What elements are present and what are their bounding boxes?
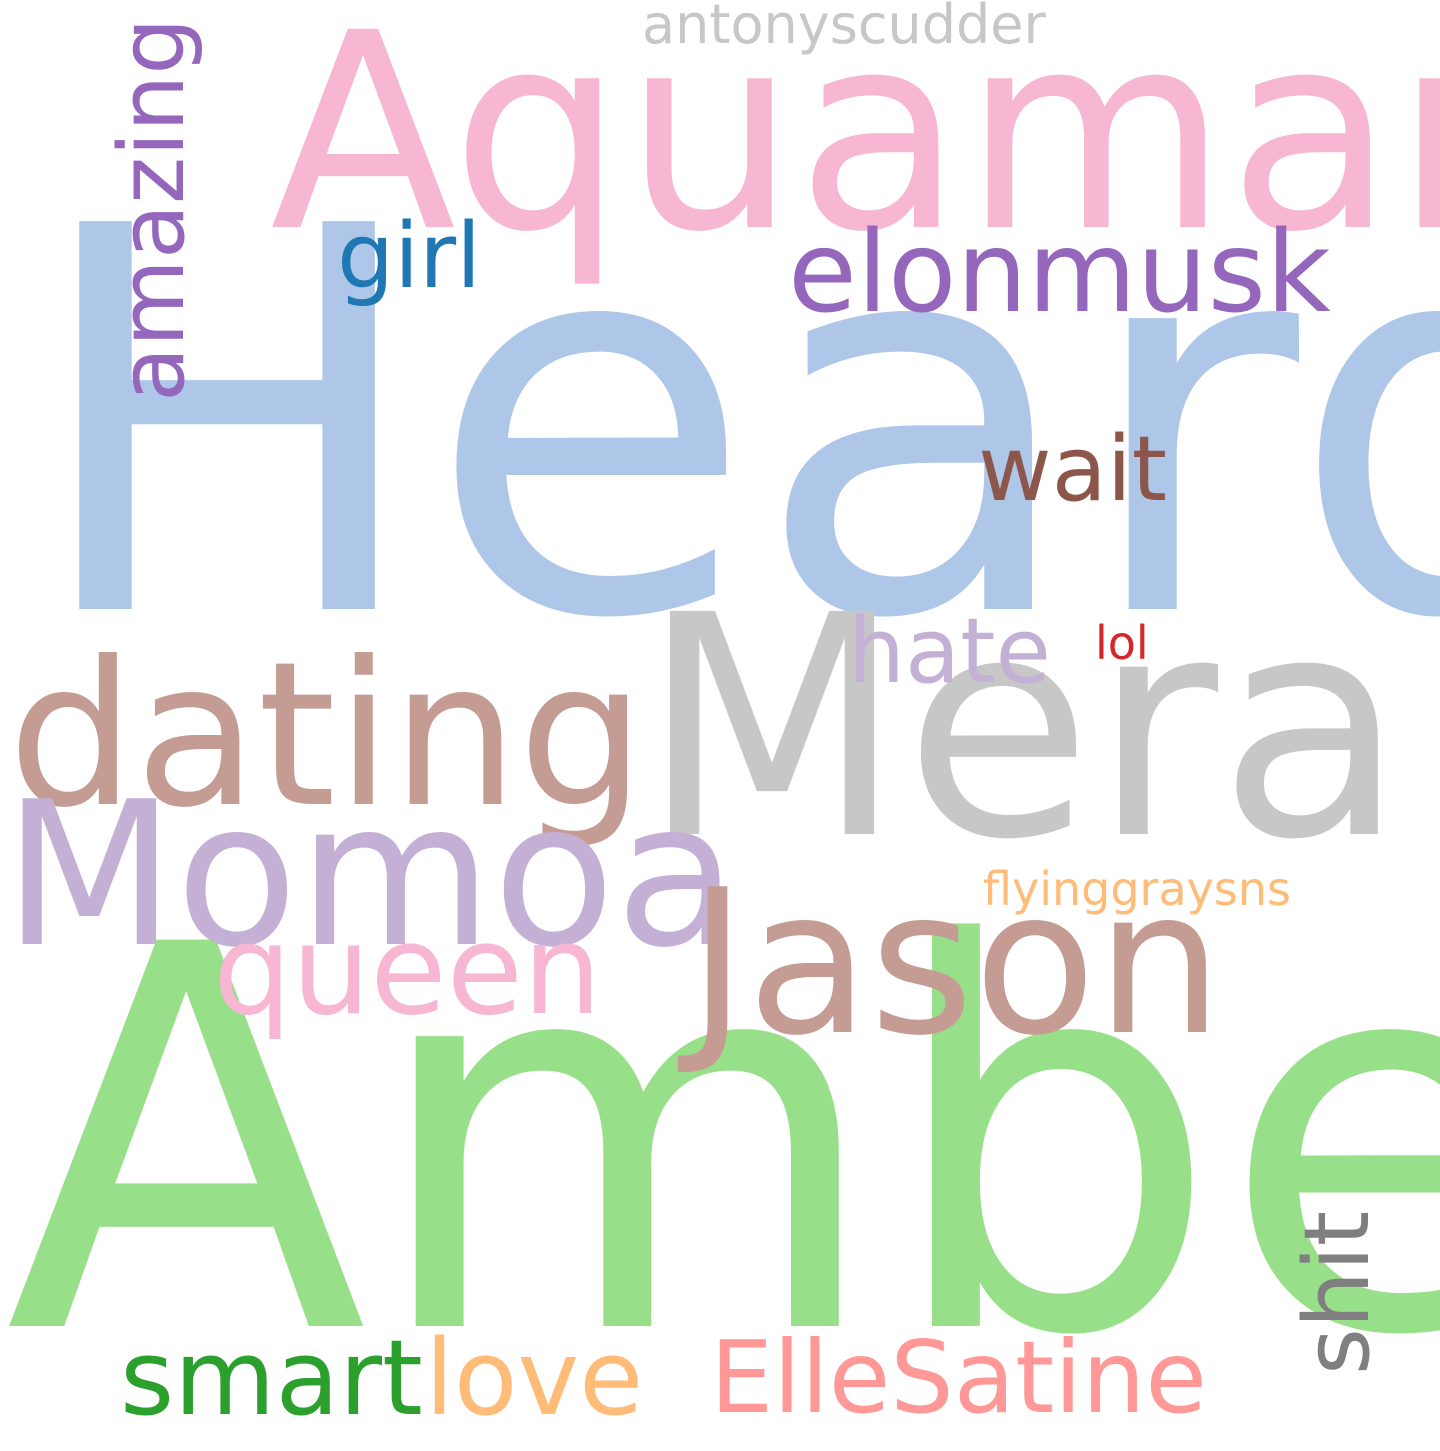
- word-flyinggraysns: flyinggraysns: [983, 862, 1291, 916]
- word-mera: Mera: [640, 551, 1406, 907]
- word-amber: Amber: [5, 834, 1440, 1451]
- word-dating: dating: [8, 619, 646, 852]
- word-queen: queen: [213, 899, 602, 1043]
- word-heard: Heard: [27, 116, 1440, 735]
- word-aquaman: Aquaman: [270, 0, 1440, 292]
- word-jason: Jason: [688, 847, 1223, 1080]
- word-lol: lol: [1095, 616, 1149, 670]
- word-momoa: Momoa: [3, 759, 738, 992]
- word-girl: girl: [337, 204, 482, 309]
- word-elonmusk: elonmusk: [788, 208, 1331, 338]
- word-amazing: amazing: [100, 17, 205, 402]
- word-love: love: [425, 1317, 644, 1439]
- word-antonyscudder: antonyscudder: [642, 0, 1046, 56]
- word-wait: wait: [978, 417, 1168, 522]
- word-ellesatine: ElleSatine: [710, 1319, 1207, 1436]
- word-shit: shit: [1285, 1210, 1390, 1375]
- word-hate: hate: [848, 599, 1051, 704]
- word-smart: smart: [120, 1317, 423, 1439]
